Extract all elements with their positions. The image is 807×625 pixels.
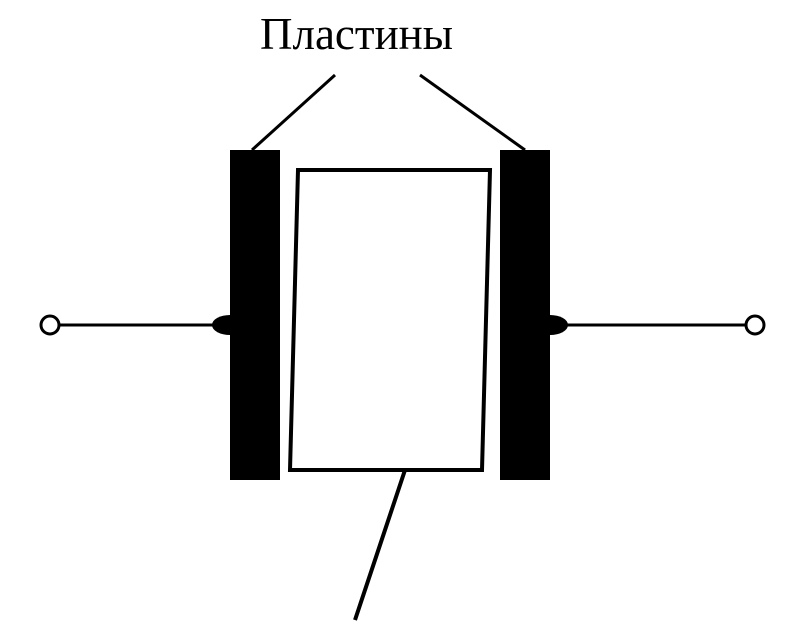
plate-left — [230, 150, 280, 480]
terminal-left — [41, 316, 59, 334]
plate-right — [500, 150, 550, 480]
lead-junction-left — [212, 315, 248, 335]
terminal-right — [746, 316, 764, 334]
plates-label: Пластины — [260, 8, 453, 60]
lead-junction-right — [532, 315, 568, 335]
dielectric-block — [290, 170, 490, 470]
callout-line-to-right-plate — [420, 75, 525, 150]
capacitor-diagram: Пластины — [0, 0, 807, 625]
callout-line-dielectric — [355, 470, 405, 620]
callout-line-to-left-plate — [252, 75, 335, 150]
diagram-svg — [0, 0, 807, 625]
